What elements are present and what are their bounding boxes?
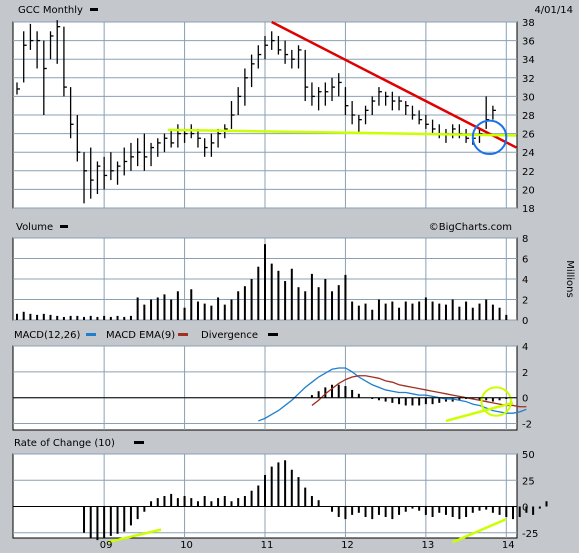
macd-trendline [445,401,514,423]
price-tick-label: 34 [522,55,535,66]
price-tick-label: 26 [522,130,535,141]
price-tick-label: 28 [522,111,535,122]
price-tick-label: 24 [522,148,535,159]
volume-ylabel: Millions [564,260,575,297]
x-tick-label: 12 [341,540,354,551]
macd-ema-line [311,375,527,408]
legend-swatch-volume [60,225,68,228]
roc-tick-label: 50 [522,450,535,461]
volume-tick-label: 0 [522,316,528,327]
chart-credit: ©BigCharts.com [429,222,512,233]
legend-swatch-price [90,8,98,11]
x-tick-label: 10 [180,540,193,551]
macd-highlight-circle [480,386,512,417]
macd-ema-legend-swatch [178,333,188,336]
price-tick-label: 20 [522,185,535,196]
price-tick-label: 18 [522,204,535,215]
roc-trendline [452,517,507,544]
volume-tick-label: 6 [522,255,528,266]
volume-title: Volume [16,222,53,233]
price-trendline [167,128,517,137]
price-tick-label: 32 [522,74,535,85]
volume-tick-label: 2 [522,296,528,307]
roc-tick-label: -25 [522,529,538,540]
macd-tick-label: 4 [522,342,528,353]
x-tick-label: 09 [100,540,113,551]
price-tick-label: 36 [522,37,535,48]
macd-ema-legend-label: MACD EMA(9) [106,330,175,341]
chart-date: 4/01/14 [534,5,573,16]
volume-tick-label: 8 [522,234,528,245]
price-highlight-circle [471,119,508,156]
divergence-legend-swatch [268,333,278,336]
roc-tick-label: 25 [522,476,535,487]
divergence-legend-label: Divergence [201,330,258,341]
macd-tick-label: -2 [522,420,532,431]
price-tick-label: 22 [522,167,535,178]
volume-tick-label: 4 [522,275,528,286]
price-tick-label: 30 [522,92,535,103]
roc-tick-label: 0 [522,503,528,514]
x-tick-label: 11 [261,540,274,551]
roc-title: Rate of Change (10) [14,438,115,449]
x-tick-label: 13 [421,540,434,551]
x-tick-label: 14 [502,540,515,551]
legend-swatch-roc [134,441,144,444]
price-tick-label: 38 [522,18,535,29]
macd-legend-label: MACD(12,26) [14,330,81,341]
price-chart-title: GCC Monthly [18,5,83,16]
roc-trendline [107,528,162,544]
macd-tick-label: 2 [522,368,528,379]
macd-tick-label: 0 [522,394,528,405]
macd-legend-swatch [86,333,96,336]
